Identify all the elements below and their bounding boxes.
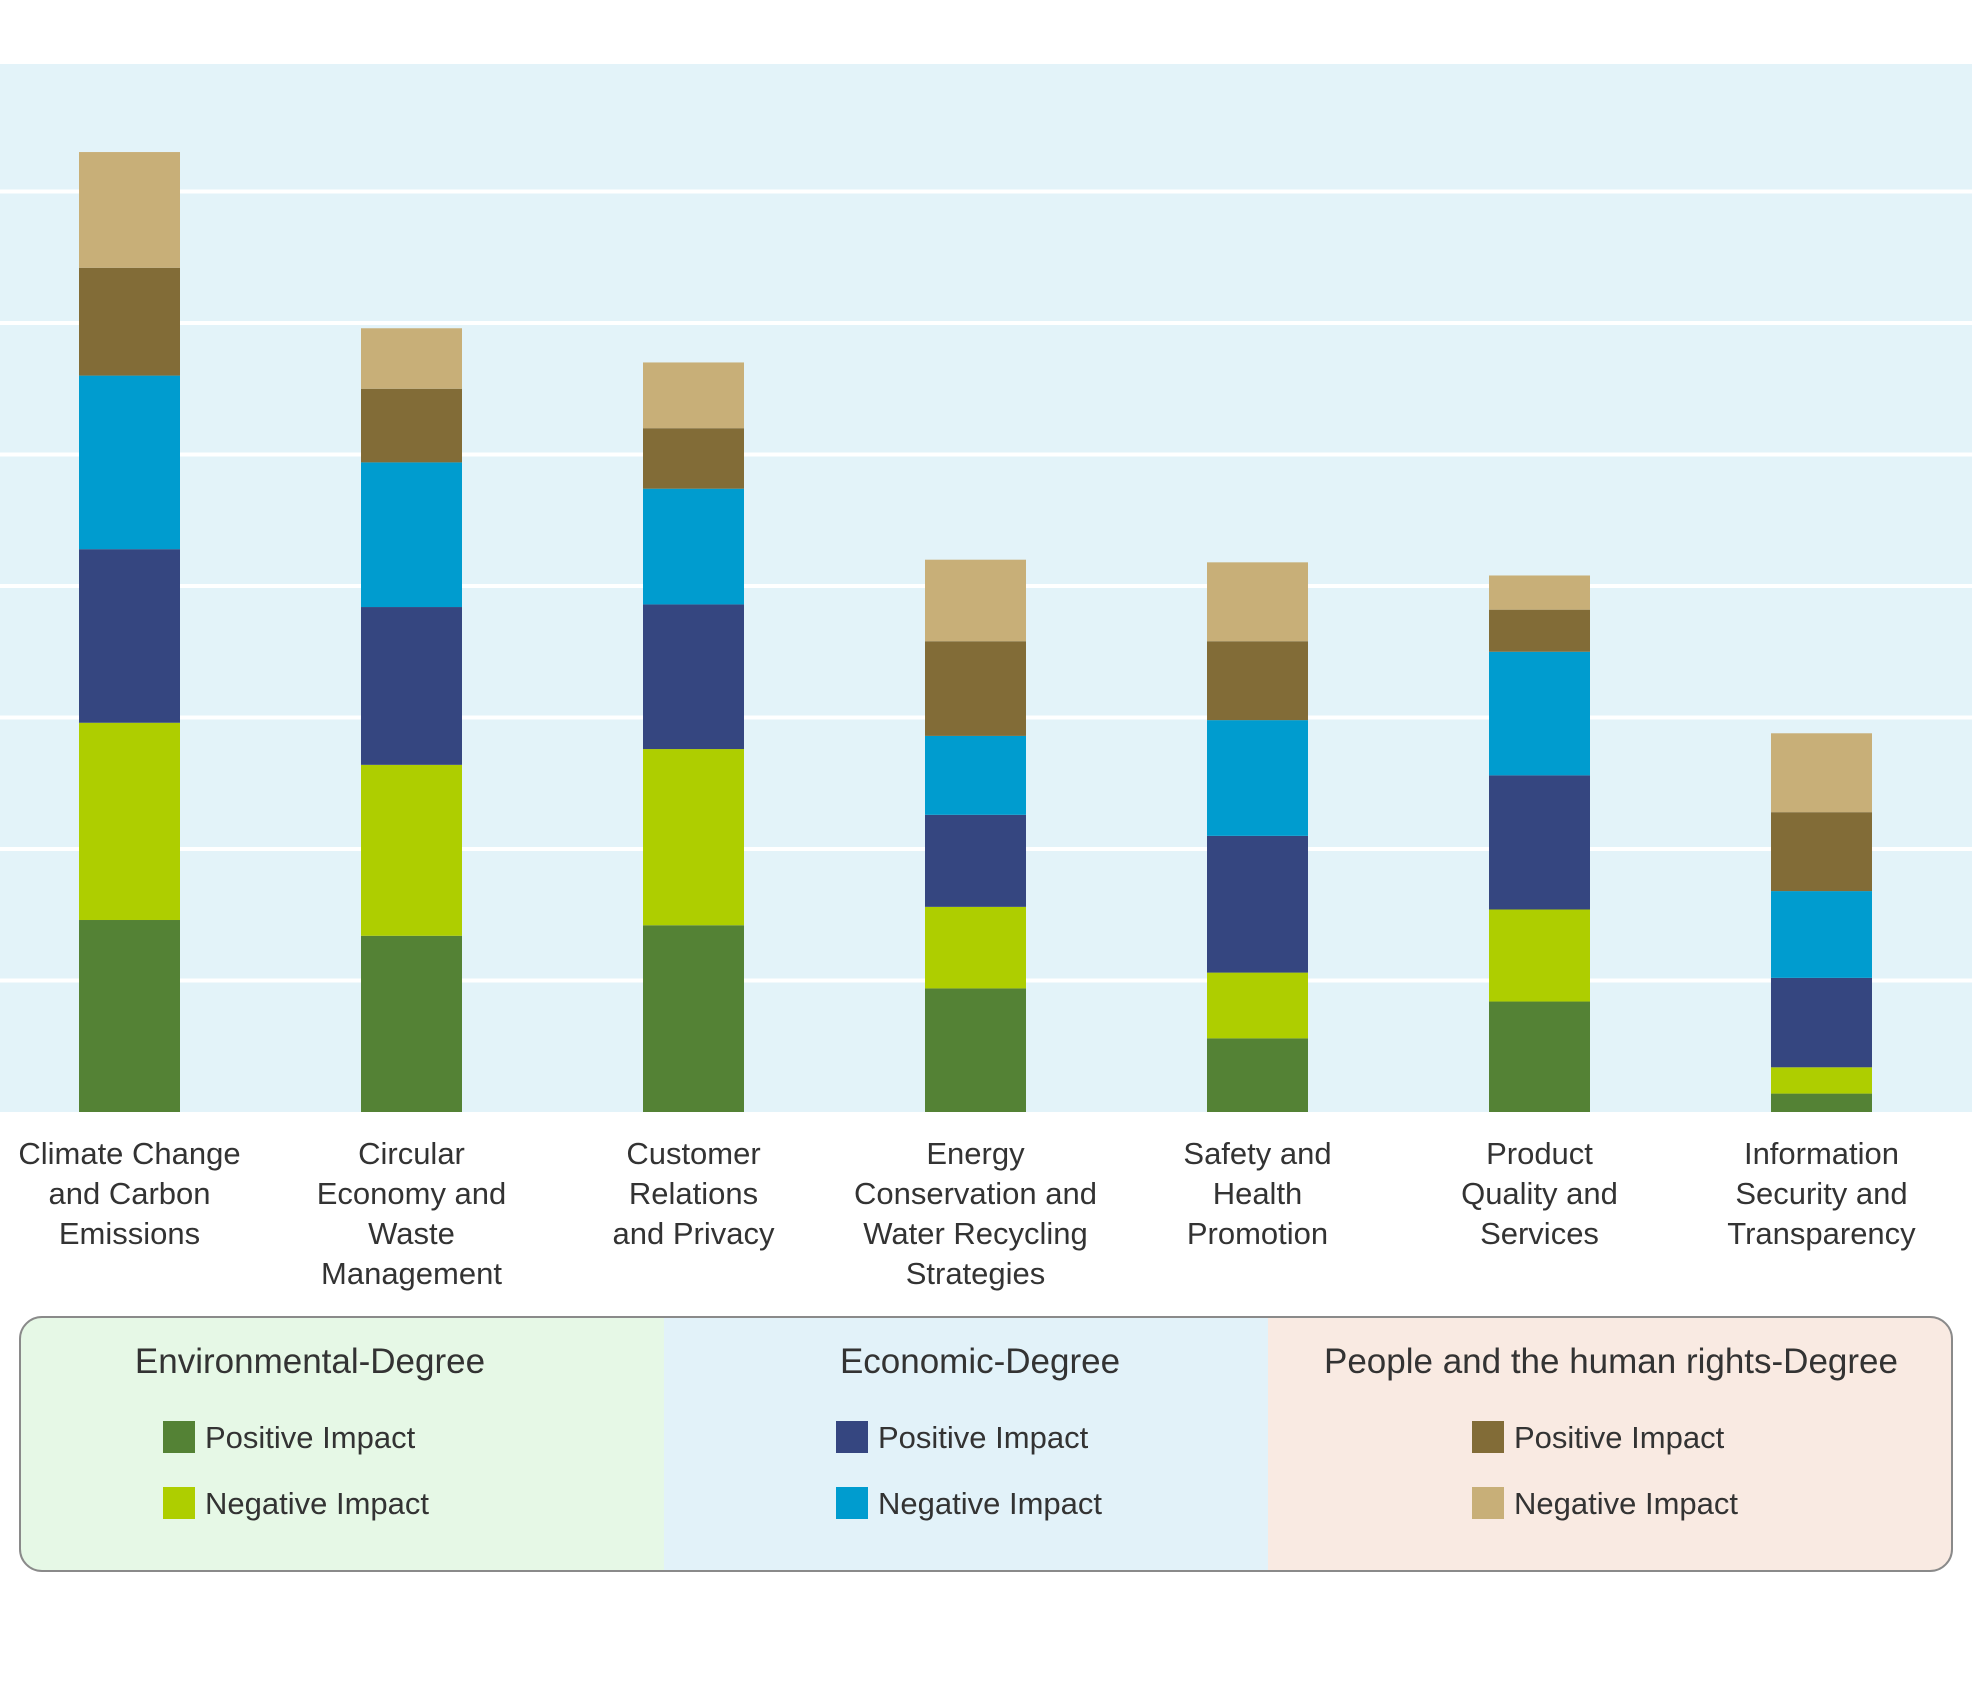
bar-segment — [1489, 575, 1590, 610]
bar-segment — [79, 267, 180, 376]
category-label-line: Emissions — [59, 1216, 200, 1251]
bar-segment — [925, 559, 1026, 642]
category-label-line: Product — [1486, 1136, 1593, 1171]
category-label-line: Strategies — [906, 1256, 1046, 1291]
bar-segment — [1207, 562, 1308, 642]
bar-segment — [1207, 972, 1308, 1039]
legend-item-label: Positive Impact — [878, 1420, 1089, 1455]
bar-segment — [1489, 1001, 1590, 1112]
legend-item-label: Negative Impact — [878, 1486, 1102, 1521]
category-label: Information Security and Transparency — [1727, 1136, 1916, 1251]
bar-segment — [643, 488, 744, 605]
bar-segment — [1771, 733, 1872, 813]
bar-segment — [643, 604, 744, 750]
bar-segment — [361, 607, 462, 765]
bar-segment — [361, 935, 462, 1112]
category-label: Safety and Health Promotion — [1183, 1136, 1331, 1251]
legend-item-label: Negative Impact — [205, 1486, 429, 1521]
legend-swatch — [1472, 1421, 1504, 1453]
category-label-line: Information — [1744, 1136, 1899, 1171]
bar-segment — [1207, 835, 1308, 973]
legend: Environmental-Degree Positive Impact Negat… — [19, 1316, 1953, 1572]
bar-segment — [1489, 775, 1590, 910]
bar-segment — [925, 641, 1026, 736]
bar-segment — [643, 362, 744, 429]
category-label-line: Promotion — [1187, 1216, 1328, 1251]
bar-segment — [1207, 641, 1308, 721]
bar-segment — [1771, 891, 1872, 978]
category-label-line: and Privacy — [613, 1216, 775, 1251]
category-label-line: Health — [1213, 1176, 1303, 1211]
legend-item-label: Negative Impact — [1514, 1486, 1738, 1521]
bar-segment — [361, 764, 462, 936]
bar-segment — [1771, 977, 1872, 1068]
bar-segment — [643, 428, 744, 489]
bar-segment — [925, 814, 1026, 907]
legend-section-bg — [1268, 1317, 1952, 1571]
category-label-line: Circular — [358, 1136, 465, 1171]
bar-segment — [1207, 720, 1308, 836]
category-label-line: Energy — [926, 1136, 1025, 1171]
category-label-line: and Carbon — [48, 1176, 210, 1211]
bar-segment — [925, 906, 1026, 989]
category-label-line: Relations — [629, 1176, 758, 1211]
legend-swatch — [163, 1421, 195, 1453]
category-label-line: Conservation and — [854, 1176, 1097, 1211]
category-label: Customer Relations and Privacy — [613, 1136, 775, 1251]
category-label: Circular Economy and Waste Management — [317, 1136, 507, 1291]
legend-group-title: People and the human rights-Degree — [1324, 1342, 1898, 1381]
category-label: Energy Conservation and Water Recycling Str… — [854, 1136, 1097, 1291]
bar-segment — [1771, 1093, 1872, 1112]
legend-sections — [20, 1317, 1952, 1571]
bar-segment — [1771, 812, 1872, 892]
bar-segment — [1489, 651, 1590, 776]
legend-item-label: Positive Impact — [1514, 1420, 1725, 1455]
bar-segment — [361, 462, 462, 608]
category-label-line: Management — [321, 1256, 502, 1291]
legend-section-bg — [664, 1317, 1268, 1571]
bar-segment — [643, 925, 744, 1112]
legend-group-title: Environmental-Degree — [135, 1342, 485, 1381]
bar-segment — [1489, 609, 1590, 652]
category-label: Product Quality and Services — [1461, 1136, 1618, 1251]
bar-segment — [79, 549, 180, 723]
bars — [79, 152, 1872, 1112]
category-label-line: Customer — [626, 1136, 760, 1171]
bar-segment — [1207, 1038, 1308, 1112]
legend-item-label: Positive Impact — [205, 1420, 416, 1455]
category-label-line: Quality and — [1461, 1176, 1618, 1211]
legend-swatch — [836, 1487, 868, 1519]
legend-border — [19, 1316, 1953, 1572]
bar-segment — [925, 735, 1026, 815]
bar-segment — [79, 152, 180, 268]
category-label-line: Water Recycling — [863, 1216, 1088, 1251]
bar-segment — [643, 749, 744, 926]
category-label-line: Economy and — [317, 1176, 507, 1211]
bar-segment — [925, 988, 1026, 1112]
category-label-line: Services — [1480, 1216, 1599, 1251]
bar-segment — [361, 388, 462, 463]
legend-swatch — [836, 1421, 868, 1453]
bar-segment — [79, 722, 180, 921]
legend-swatch — [1472, 1487, 1504, 1519]
bar-segment — [1489, 909, 1590, 1002]
bar-segment — [361, 328, 462, 389]
category-label-line: Security and — [1735, 1176, 1907, 1211]
category-label: Climate Change and Carbon Emissions — [18, 1136, 240, 1251]
category-label-line: Safety and — [1183, 1136, 1331, 1171]
category-label-line: Transparency — [1727, 1216, 1916, 1251]
legend-swatch — [163, 1487, 195, 1519]
bar-segment — [79, 920, 180, 1112]
category-label-line: Waste — [368, 1216, 455, 1251]
bar-segment — [1771, 1067, 1872, 1094]
legend-section-bg — [20, 1317, 664, 1571]
legend-group-title: Economic-Degree — [840, 1342, 1120, 1381]
category-labels: Climate Change and Carbon Emissions Circula… — [18, 1136, 1916, 1291]
bar-segment — [79, 375, 180, 550]
category-label-line: Climate Change — [18, 1136, 240, 1171]
